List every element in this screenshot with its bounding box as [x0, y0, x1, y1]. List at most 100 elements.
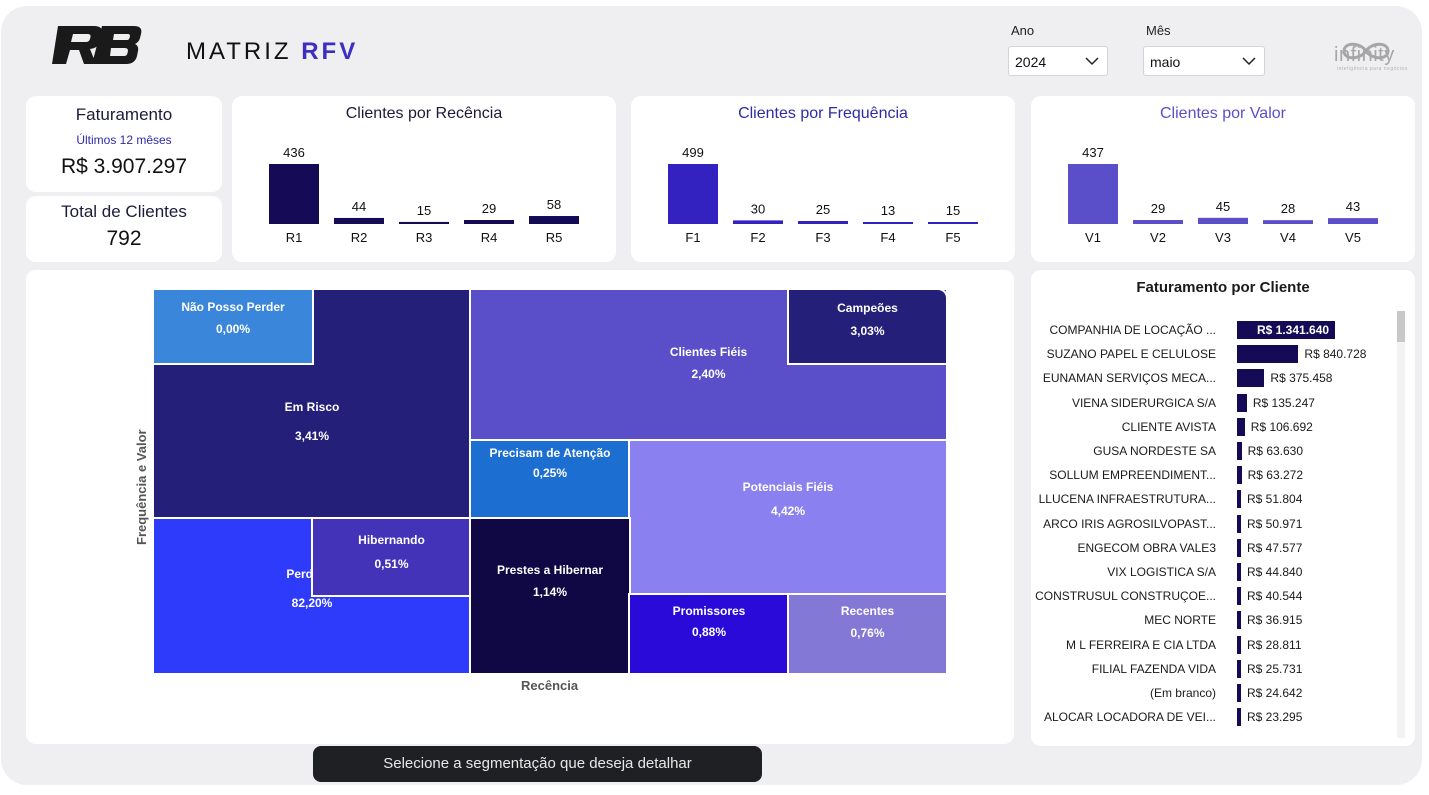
bar-category-label: R2 — [351, 230, 368, 245]
revenue-bar[interactable] — [1237, 708, 1241, 727]
year-slicer[interactable]: 2024 — [1008, 46, 1108, 76]
bar-F2[interactable] — [733, 220, 783, 224]
bar-R3[interactable] — [399, 221, 449, 224]
revenue-kpi-title: Faturamento — [75, 105, 173, 124]
revenue-value: R$ 106.692 — [1250, 419, 1313, 434]
segment-name: Campeões — [837, 301, 898, 315]
value-chart-card: Clientes por Valor 437 V1 29 V2 45 V3 28 V4 43 V5 — [1031, 96, 1415, 262]
frequency-chart-card: Clientes por Frequência 499 F1 30 F2 25 F3 13 F… — [631, 96, 1015, 262]
bar-V1[interactable] — [1068, 164, 1118, 224]
revenue-bar[interactable] — [1237, 345, 1299, 364]
bar-category-label: F2 — [750, 230, 765, 245]
revenue-value: R$ 63.272 — [1247, 468, 1303, 483]
revenue-value: R$ 28.811 — [1247, 637, 1302, 652]
month-slicer-label: Mês — [1146, 23, 1171, 38]
treemap-segment[interactable]: Precisam de Atenção 0,25% — [469, 439, 631, 520]
client-name: GUSA NORDESTE SA — [1093, 444, 1216, 458]
clients-kpi-title: Total de Clientes — [61, 202, 187, 221]
scrollbar-track[interactable] — [1397, 311, 1405, 738]
list-item[interactable]: M L FERREIRA E CIA LTDA R$ 28.811 — [1031, 635, 1401, 657]
treemap-segment[interactable]: Prestes a Hibernar 1,14% — [469, 517, 631, 675]
revenue-bar[interactable] — [1237, 490, 1241, 509]
list-item[interactable]: ARCO IRIS AGROSILVOPAST... R$ 50.971 — [1031, 514, 1401, 536]
bar-R2[interactable] — [334, 217, 384, 224]
list-item[interactable]: MEC NORTE R$ 36.915 — [1031, 610, 1401, 632]
bar-R1[interactable] — [269, 164, 319, 224]
treemap-segment[interactable]: Promissores 0,88% — [628, 593, 790, 675]
list-item[interactable]: SUZANO PAPEL E CELULOSE R$ 840.728 — [1031, 344, 1401, 366]
segment-share: 0,76% — [850, 626, 885, 640]
value-bar-chart[interactable]: 437 V1 29 V2 45 V3 28 V4 43 V5 — [1031, 96, 1415, 262]
month-slicer[interactable]: maio — [1143, 46, 1265, 76]
client-name: VIENA SIDERURGICA S/A — [1071, 395, 1216, 410]
segment-select-button[interactable]: Selecione a segmentação que deseja detal… — [313, 746, 762, 782]
revenue-kpi-subtitle: Últimos 12 mêses — [76, 133, 172, 147]
list-item[interactable]: GUSA NORDESTE SA R$ 63.630 — [1031, 441, 1401, 463]
bar-R4[interactable] — [464, 220, 514, 224]
scrollbar-thumb[interactable] — [1397, 311, 1405, 342]
revenue-bar[interactable] — [1237, 587, 1241, 606]
bar-value-label: 29 — [1151, 201, 1165, 216]
revenue-bar[interactable] — [1237, 514, 1241, 533]
revenue-bar[interactable] — [1237, 659, 1241, 678]
revenue-bar[interactable] — [1237, 321, 1335, 339]
list-item[interactable]: ALOCAR LOCADORA DE VEI... R$ 23.295 — [1031, 707, 1401, 729]
bar-category-label: V1 — [1085, 230, 1101, 245]
treemap-segment[interactable]: Potenciais Fiéis 4,42% — [628, 439, 948, 596]
bar-value-label: 437 — [1082, 145, 1104, 160]
list-item[interactable]: SOLLUM EMPREENDIMENT... R$ 63.272 — [1031, 465, 1401, 487]
revenue-bar[interactable] — [1237, 684, 1241, 702]
list-item[interactable]: VIX LOGISTICA S/A R$ 44.840 — [1031, 562, 1401, 584]
revenue-bar[interactable] — [1237, 538, 1241, 557]
treemap-segment[interactable]: Campeões 3,03% — [787, 288, 948, 365]
bar-V3[interactable] — [1198, 217, 1248, 224]
list-item[interactable]: EUNAMAN SERVIÇOS MECA... R$ 375.458 — [1031, 368, 1401, 390]
list-item[interactable]: VIENA SIDERURGICA S/A R$ 135.247 — [1031, 393, 1401, 415]
bar-F3[interactable] — [798, 220, 848, 224]
bar-category-label: F4 — [880, 230, 895, 245]
revenue-value: R$ 1.341.640 — [1257, 323, 1330, 337]
revenue-bar[interactable] — [1237, 417, 1245, 436]
revenue-bar[interactable] — [1237, 369, 1265, 388]
list-item[interactable]: (Em branco) R$ 24.642 — [1031, 683, 1401, 705]
treemap-segment[interactable]: Hibernando 0,51% — [311, 517, 472, 597]
infinity-logo-icon — [1342, 42, 1390, 60]
recency-bar-chart[interactable]: 436 R1 44 R2 15 R3 29 R4 58 R5 — [232, 96, 616, 262]
list-item[interactable]: FILIAL FAZENDA VIDA R$ 25.731 — [1031, 659, 1401, 681]
segment-share: 3,03% — [850, 324, 885, 338]
bar-value-label: 13 — [881, 203, 895, 218]
list-item[interactable]: COMPANHIA DE LOCAÇÃO ... R$ 1.341.640 — [1031, 320, 1401, 342]
revenue-bar[interactable] — [1237, 466, 1242, 485]
revenue-bar[interactable] — [1237, 611, 1241, 630]
revenue-value: R$ 47.577 — [1247, 540, 1303, 555]
segment-share: 4,42% — [770, 504, 806, 518]
segment-name: Hibernando — [358, 533, 425, 547]
bar-R5[interactable] — [529, 216, 579, 224]
bar-V5[interactable] — [1328, 218, 1378, 224]
bar-F5[interactable] — [928, 222, 978, 224]
bar-V2[interactable] — [1133, 220, 1183, 224]
client-name: (Em branco) — [1149, 686, 1216, 700]
bar-V4[interactable] — [1263, 220, 1313, 224]
list-item[interactable]: ENGECOM OBRA VALE3 R$ 47.577 — [1031, 538, 1401, 560]
treemap-segment[interactable]: Não Posso Perder 0,00% — [152, 288, 314, 365]
revenue-bar[interactable] — [1237, 563, 1241, 581]
treemap-x-axis-label: Recência — [521, 678, 579, 693]
list-item[interactable]: LLUCENA INFRAESTRUTURA... R$ 51.804 — [1031, 489, 1401, 511]
bar-F4[interactable] — [863, 222, 913, 224]
revenue-bar[interactable] — [1237, 393, 1247, 412]
frequency-bar-chart[interactable]: 499 F1 30 F2 25 F3 13 F4 15 F5 — [631, 96, 1015, 262]
list-item[interactable]: CONSTRUSUL CONSTRUÇOE... R$ 40.544 — [1031, 586, 1401, 608]
list-item[interactable]: CLIENTE AVISTA R$ 106.692 — [1031, 417, 1401, 439]
revenue-bar[interactable] — [1237, 635, 1241, 654]
treemap-y-axis-label: Frequência e Valor — [134, 429, 149, 545]
year-slicer-value: 2024 — [1015, 54, 1047, 70]
revenue-bar[interactable] — [1237, 442, 1242, 460]
bar-F1[interactable] — [668, 164, 718, 224]
segment-share: 3,41% — [294, 429, 330, 443]
rb-logo — [52, 26, 142, 64]
year-slicer-label: Ano — [1011, 23, 1035, 38]
client-name: EUNAMAN SERVIÇOS MECA... — [1042, 371, 1216, 386]
treemap-segment[interactable]: Recentes 0,76% — [787, 593, 948, 675]
bar-category-label: R1 — [286, 230, 303, 245]
